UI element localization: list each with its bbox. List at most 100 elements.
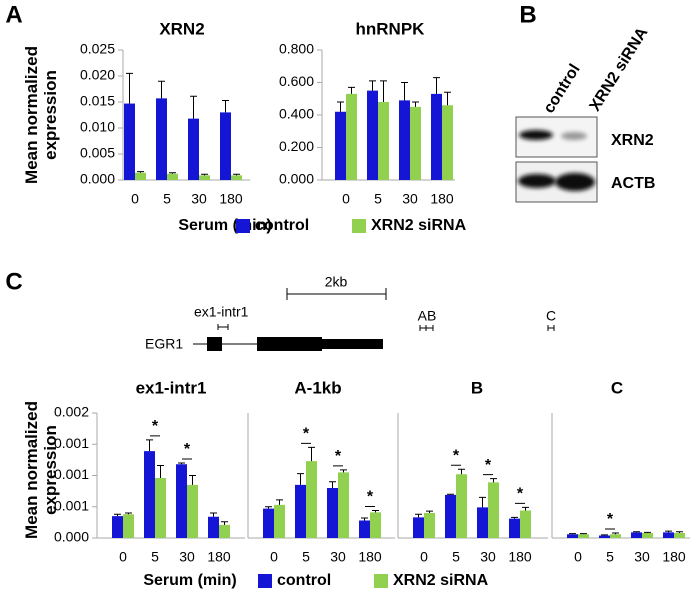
significance-mark: *: [335, 448, 342, 465]
chart-title: C: [611, 378, 623, 397]
panel-label: A: [5, 1, 22, 28]
y-tick-label: 0.001: [54, 466, 89, 482]
scale-bar: [286, 288, 387, 300]
bar: [631, 532, 642, 538]
error-bar: [676, 531, 683, 533]
legend-swatch: [352, 219, 366, 233]
bar: [156, 98, 167, 180]
bar: [124, 103, 135, 180]
bar: [144, 451, 155, 538]
x-tick-label: 5: [606, 549, 614, 565]
x-tick-label: 180: [219, 191, 243, 207]
error-bar: [569, 533, 576, 535]
blot-band: [518, 174, 556, 188]
blot-band: [519, 130, 553, 140]
error-bar: [380, 80, 387, 102]
legend-label: XRN2 siRNA: [393, 572, 489, 589]
blot-band: [555, 173, 595, 191]
y-tick-label: 0.600: [279, 73, 314, 89]
y-tick-label: 0.010: [80, 119, 115, 135]
y-tick-label: 0.025: [80, 41, 115, 57]
bar: [219, 524, 230, 538]
error-bar: [190, 95, 197, 119]
y-tick-label: 0.015: [80, 93, 115, 109]
gene-label: EGR1: [145, 336, 183, 352]
amplicon-marker: [217, 324, 555, 331]
bar: [610, 534, 621, 538]
blot-row-label: ACTB: [611, 175, 655, 192]
lane-label: control: [541, 61, 584, 116]
x-tick-label: 0: [574, 549, 582, 565]
legend-swatch: [236, 219, 250, 233]
legend-label: XRN2 siRNA: [371, 217, 467, 234]
error-bar: [157, 465, 164, 478]
x-tick-label: 30: [402, 191, 418, 207]
error-bar: [158, 80, 165, 99]
bar: [567, 534, 578, 538]
x-axis-label: Serum (min): [143, 572, 236, 589]
chart-title: B: [471, 378, 483, 397]
error-bar: [444, 91, 451, 106]
x-tick-label: 5: [302, 549, 310, 565]
error-bar: [221, 521, 228, 525]
error-bar: [511, 516, 518, 519]
y-axis-label: Mean normalized expression: [22, 46, 60, 184]
scale-label: 2kb: [325, 274, 348, 290]
bar: [456, 474, 467, 538]
error-bar: [126, 72, 133, 104]
error-bar: [340, 469, 347, 473]
lane-label: XRN2 siRNA: [587, 24, 652, 114]
bar: [231, 175, 242, 180]
bar: [295, 484, 306, 538]
bar: [274, 504, 285, 538]
error-bar: [201, 173, 208, 176]
x-tick-label: 30: [179, 549, 195, 565]
error-bar: [372, 510, 379, 513]
bar: [335, 111, 346, 180]
error-bar: [178, 462, 185, 465]
error-bar: [233, 173, 240, 176]
error-bar: [189, 475, 196, 485]
error-bar: [601, 534, 608, 536]
bar: [520, 510, 531, 538]
error-bar: [433, 77, 440, 94]
bar: [359, 520, 370, 538]
significance-mark: *: [152, 418, 159, 435]
panel-label: C: [5, 268, 22, 295]
x-tick-label: 5: [163, 191, 171, 207]
x-tick-label: 180: [430, 191, 454, 207]
bar: [155, 478, 166, 538]
legend-swatch: [374, 574, 388, 588]
bar: [399, 100, 410, 180]
error-bar: [125, 512, 132, 515]
y-tick-label: 0.001: [54, 497, 89, 513]
y-tick-label: 0.000: [80, 171, 115, 187]
bar: [176, 464, 187, 538]
x-tick-label: 0: [342, 191, 350, 207]
error-bar: [361, 517, 368, 521]
legend-label: control: [255, 217, 309, 234]
error-bar: [308, 446, 315, 462]
error-bar: [276, 499, 283, 505]
error-bar: [412, 101, 419, 107]
bar: [263, 508, 274, 538]
amplicon-label: ex1-intr1: [194, 304, 249, 320]
y-tick-label: 0.000: [54, 529, 89, 545]
blot-band: [561, 132, 587, 140]
bar: [199, 175, 210, 180]
error-bar: [580, 533, 587, 535]
error-bar: [137, 171, 144, 173]
error-bar: [401, 82, 408, 101]
bar: [367, 90, 378, 180]
y-tick-label: 0.020: [80, 67, 115, 83]
bar: [208, 516, 219, 538]
amplicon-label: C: [546, 308, 556, 324]
bar: [431, 93, 442, 180]
y-tick-label: 0.400: [279, 106, 314, 122]
x-tick-label: 0: [420, 549, 428, 565]
y-tick-label: 0.005: [80, 145, 115, 161]
bar: [599, 535, 610, 538]
bar: [578, 534, 589, 538]
error-bar: [337, 101, 344, 112]
